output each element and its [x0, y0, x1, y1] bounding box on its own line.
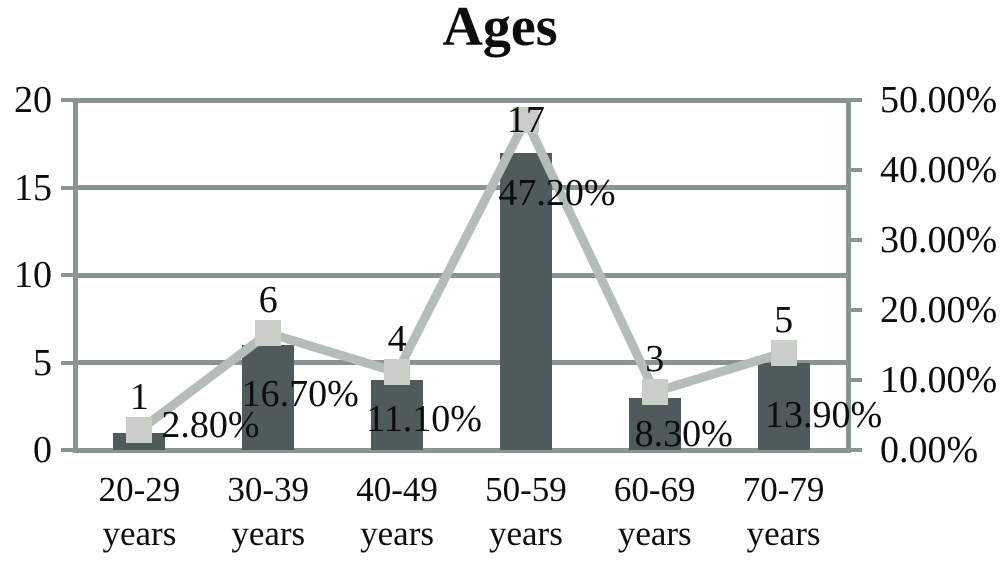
category-label: 20-29 years: [98, 470, 181, 553]
bar-value-label: 4: [387, 318, 407, 361]
right-axis-tick-label: 0.00%: [880, 429, 979, 471]
left-axis-tick-label: 5: [33, 341, 52, 384]
percentage-value-label: 11.10%: [366, 398, 482, 441]
left-axis-tick: [61, 448, 75, 452]
right-axis-tick: [848, 378, 862, 382]
right-axis-tick-label: 30.00%: [880, 219, 998, 261]
category-label: 50-59 years: [485, 470, 567, 553]
left-axis-line: [72, 97, 78, 453]
right-axis-tick: [848, 308, 862, 312]
left-axis-tick-label: 20: [14, 79, 52, 121]
right-axis-tick: [848, 238, 862, 242]
category-label: 40-49 years: [356, 470, 438, 553]
left-axis-tick: [61, 185, 75, 190]
line-marker: [641, 378, 668, 405]
left-axis-tick-label: 10: [14, 254, 52, 296]
left-axis-tick-label: 15: [14, 166, 52, 209]
right-axis-tick-label: 50.00%: [880, 79, 998, 121]
percentage-value-label: 2.80%: [161, 404, 260, 447]
chart-title: Ages: [442, 0, 558, 58]
gridline: [75, 97, 848, 103]
right-axis-line: [845, 97, 851, 453]
percentage-value-label: 16.70%: [241, 373, 359, 416]
line-marker: [126, 417, 153, 444]
gridline: [75, 360, 848, 365]
category-label: 30-39 years: [227, 470, 310, 553]
right-axis-tick: [848, 168, 862, 172]
gridline: [75, 185, 848, 190]
line-marker: [384, 359, 411, 386]
right-axis-tick-label: 40.00%: [880, 149, 998, 191]
gridline: [75, 272, 848, 278]
left-axis-tick: [61, 360, 75, 365]
bar-value-label: 1: [129, 376, 149, 419]
percentage-value-label: 13.90%: [765, 393, 883, 436]
left-axis-tick-label: 0: [33, 429, 52, 471]
line-marker: [512, 106, 539, 133]
line-marker: [255, 320, 282, 347]
right-axis-tick: [848, 98, 862, 102]
line-marker: [770, 339, 797, 366]
bar-value-label: 3: [645, 337, 665, 380]
left-axis-tick: [61, 273, 75, 277]
percentage-value-label: 8.30%: [634, 412, 733, 455]
bar-value-label: 17: [506, 99, 545, 141]
right-axis-tick-label: 20.00%: [880, 289, 998, 331]
percentage-value-label: 47.20%: [498, 171, 616, 214]
right-axis-tick: [848, 448, 862, 452]
right-axis-tick-label: 10.00%: [880, 359, 998, 401]
category-label: 60-69 years: [613, 470, 696, 553]
bar-value-label: 5: [774, 298, 794, 341]
left-axis-tick: [61, 98, 75, 102]
bar-value-label: 6: [258, 279, 278, 322]
x-axis-line: [75, 447, 848, 453]
category-label: 70-79 years: [742, 470, 825, 553]
